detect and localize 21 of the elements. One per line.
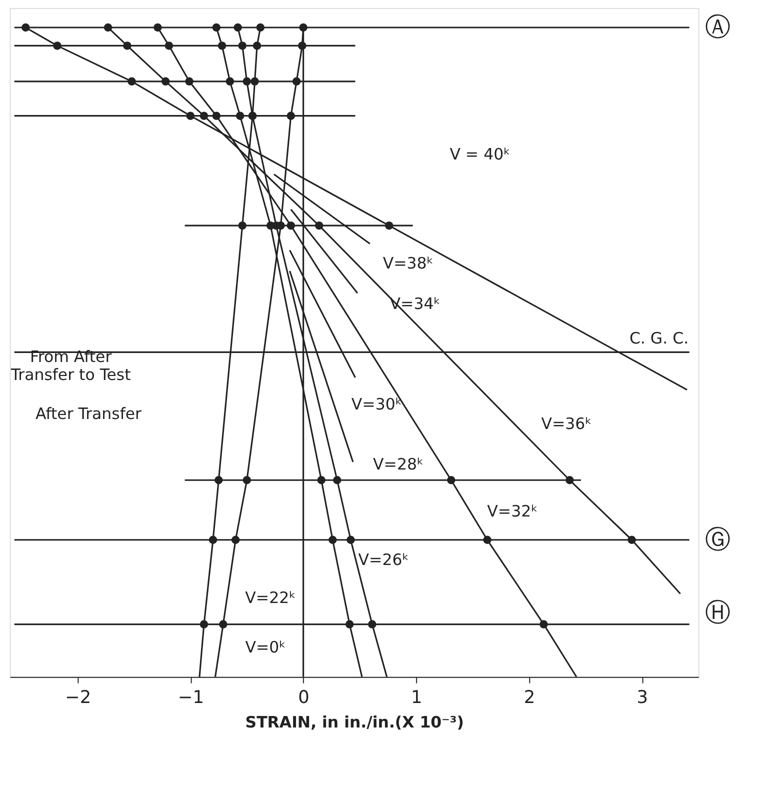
x-tick-label: 2 <box>524 688 536 708</box>
x-tick-label: −1 <box>178 688 204 708</box>
x-axis-title: STRAIN, in in./in.(X 10⁻³) <box>245 712 464 732</box>
annotation: After Transfer <box>36 404 142 424</box>
annotation: V = 40ᵏ <box>450 144 510 164</box>
annotation: C. G. C. <box>629 328 689 348</box>
text: Ⓗ <box>705 598 732 628</box>
x-tick-label: 1 <box>411 688 422 708</box>
text: Ⓖ <box>705 525 732 556</box>
annotation: V=30ᵏ <box>351 394 402 414</box>
annotation: V=36ᵏ <box>541 414 592 434</box>
x-tick-label: −2 <box>65 688 92 708</box>
x-tick-label: 0 <box>298 688 310 708</box>
annotation: V=26ᵏ <box>358 550 409 569</box>
annotation: V=32ᵏ <box>487 502 538 521</box>
x-tick-label: 3 <box>636 688 648 708</box>
text: Ⓐ <box>705 12 732 43</box>
annotation: V=22ᵏ <box>245 588 296 608</box>
annotation: V=0ᵏ <box>245 637 286 656</box>
annotation: V=28ᵏ <box>373 454 424 474</box>
annotation: V=38ᵏ <box>382 254 434 273</box>
